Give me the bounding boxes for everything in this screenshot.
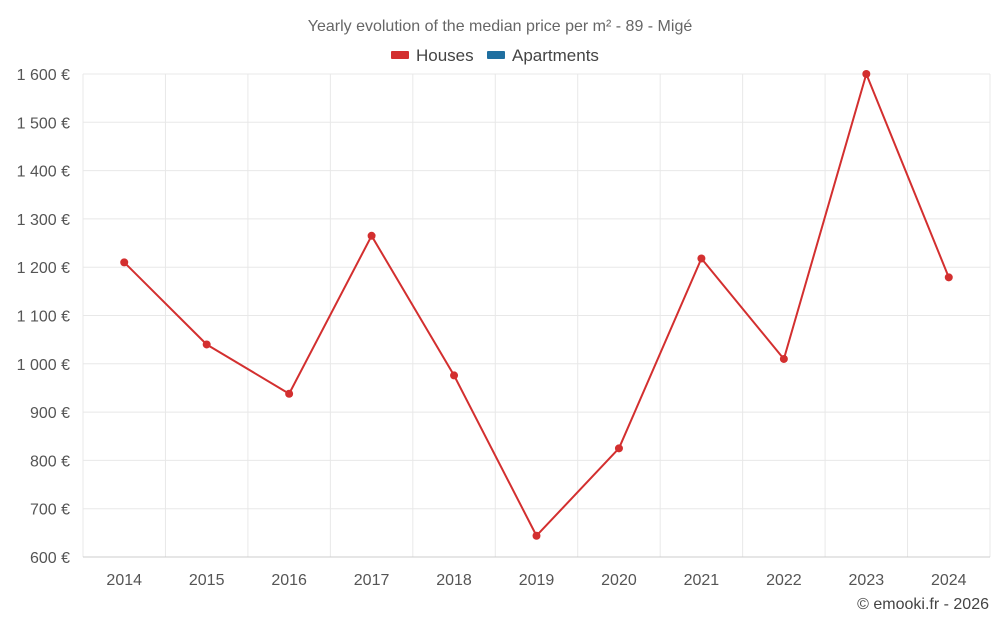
y-axis-ticks: 600 € 700 € 800 € 900 € 1 000 € 1 100 € 1 200 …	[17, 67, 70, 567]
y-tick-label: 1 100 €	[17, 309, 70, 326]
x-tick-label: 2014	[106, 572, 142, 589]
data-point[interactable]	[779, 354, 788, 363]
legend-swatch-apartments	[487, 51, 505, 59]
chart-title: Yearly evolution of the median price per…	[308, 18, 693, 35]
data-point[interactable]	[202, 340, 211, 349]
legend-label-houses: Houses	[416, 46, 474, 65]
y-tick-label: 1 400 €	[17, 164, 70, 181]
legend-swatch-houses	[391, 51, 409, 59]
grid	[82, 73, 991, 558]
data-point[interactable]	[367, 231, 376, 240]
y-tick-label: 1 000 €	[17, 357, 70, 374]
y-tick-label: 1 300 €	[17, 212, 70, 229]
data-point[interactable]	[285, 389, 294, 398]
y-tick-label: 900 €	[30, 405, 70, 422]
x-tick-label: 2015	[189, 572, 225, 589]
x-tick-label: 2024	[931, 572, 967, 589]
y-tick-label: 1 600 €	[17, 67, 70, 84]
legend-item-apartments[interactable]: Apartments	[487, 46, 599, 65]
x-tick-label: 2020	[601, 572, 637, 589]
data-point[interactable]	[944, 273, 953, 282]
x-tick-label: 2016	[271, 572, 307, 589]
y-tick-label: 600 €	[30, 550, 70, 567]
credit-text: © emooki.fr - 2026	[857, 596, 989, 613]
x-tick-label: 2019	[519, 572, 555, 589]
legend-item-houses[interactable]: Houses	[391, 46, 474, 65]
data-point[interactable]	[862, 70, 871, 78]
data-point[interactable]	[450, 371, 459, 380]
data-point[interactable]	[697, 254, 706, 263]
legend: Houses Apartments	[391, 46, 599, 65]
x-tick-label: 2021	[684, 572, 720, 589]
data-point[interactable]	[614, 444, 623, 453]
y-tick-label: 800 €	[30, 453, 70, 470]
x-tick-label: 2017	[354, 572, 390, 589]
x-axis-ticks: 2014 2015 2016 2017 2018 2019 2020 2021 2022 2023…	[106, 572, 966, 589]
legend-label-apartments: Apartments	[512, 46, 599, 65]
data-point[interactable]	[120, 258, 129, 267]
y-tick-label: 700 €	[30, 502, 70, 519]
y-tick-label: 1 500 €	[17, 115, 70, 132]
x-tick-label: 2023	[849, 572, 885, 589]
series-houses	[120, 70, 953, 540]
x-tick-label: 2018	[436, 572, 472, 589]
data-point[interactable]	[532, 531, 541, 540]
y-tick-label: 1 200 €	[17, 260, 70, 277]
x-tick-label: 2022	[766, 572, 802, 589]
